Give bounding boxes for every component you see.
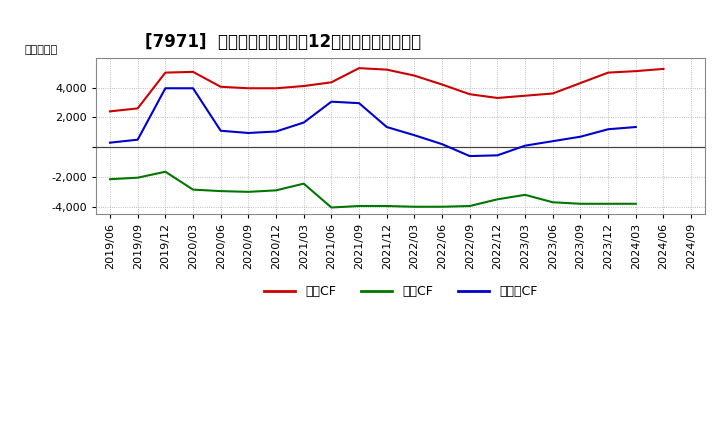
Legend: 営業CF, 投資CF, フリーCF: 営業CF, 投資CF, フリーCF: [258, 280, 543, 303]
Y-axis label: （百万円）: （百万円）: [24, 44, 58, 55]
Text: [7971]  キャッシュフローの12か月移動合計の推移: [7971] キャッシュフローの12か月移動合計の推移: [145, 33, 421, 51]
